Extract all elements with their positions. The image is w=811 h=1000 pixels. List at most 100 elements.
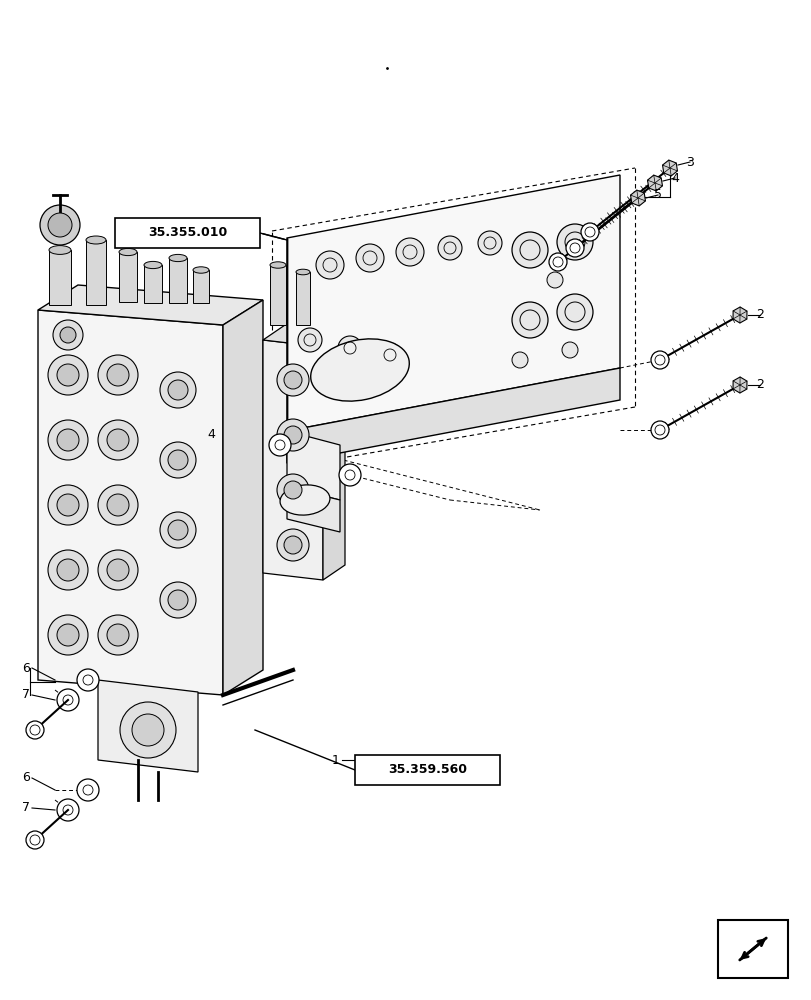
Text: 4: 4 — [207, 428, 215, 442]
Circle shape — [57, 689, 79, 711]
Polygon shape — [286, 431, 340, 500]
Polygon shape — [263, 340, 323, 580]
Bar — [115, 218, 260, 248]
Circle shape — [77, 779, 99, 801]
Circle shape — [98, 420, 138, 460]
Text: 7: 7 — [22, 688, 30, 702]
Circle shape — [396, 238, 423, 266]
Bar — [717, 920, 787, 978]
Circle shape — [556, 224, 592, 260]
Ellipse shape — [296, 269, 310, 275]
Circle shape — [337, 336, 362, 360]
Circle shape — [48, 355, 88, 395]
Circle shape — [48, 550, 88, 590]
Circle shape — [77, 669, 99, 691]
Circle shape — [581, 223, 599, 241]
Circle shape — [338, 464, 361, 486]
Circle shape — [160, 372, 195, 408]
Polygon shape — [98, 680, 198, 772]
Circle shape — [57, 624, 79, 646]
Ellipse shape — [119, 248, 137, 256]
Polygon shape — [646, 175, 662, 191]
Circle shape — [277, 529, 309, 561]
Circle shape — [57, 799, 79, 821]
Ellipse shape — [144, 261, 162, 269]
Circle shape — [650, 351, 668, 369]
Circle shape — [57, 559, 79, 581]
Text: 3: 3 — [685, 156, 693, 169]
Bar — [270, 265, 285, 325]
Circle shape — [48, 420, 88, 460]
Circle shape — [650, 421, 668, 439]
Polygon shape — [38, 285, 263, 325]
Circle shape — [98, 485, 138, 525]
Circle shape — [48, 213, 72, 237]
Ellipse shape — [193, 267, 208, 273]
Circle shape — [512, 352, 527, 368]
Circle shape — [284, 536, 302, 554]
Polygon shape — [223, 300, 263, 695]
Circle shape — [120, 702, 176, 758]
Text: 6: 6 — [22, 771, 30, 784]
Polygon shape — [38, 310, 223, 695]
Circle shape — [107, 624, 129, 646]
Ellipse shape — [86, 236, 106, 244]
Circle shape — [57, 429, 79, 451]
Circle shape — [561, 342, 577, 358]
Circle shape — [160, 512, 195, 548]
Circle shape — [107, 494, 129, 516]
Text: 35.355.010: 35.355.010 — [148, 227, 227, 239]
Circle shape — [160, 582, 195, 618]
Ellipse shape — [311, 339, 409, 401]
Polygon shape — [286, 368, 620, 463]
Circle shape — [565, 239, 583, 257]
Bar — [169, 258, 187, 303]
Circle shape — [107, 559, 129, 581]
Ellipse shape — [169, 254, 187, 262]
Text: 1: 1 — [332, 754, 340, 766]
Text: 7: 7 — [22, 801, 30, 814]
Ellipse shape — [49, 246, 71, 254]
Circle shape — [284, 371, 302, 389]
Circle shape — [298, 328, 322, 352]
Circle shape — [98, 615, 138, 655]
Circle shape — [284, 426, 302, 444]
Circle shape — [48, 485, 88, 525]
Circle shape — [556, 294, 592, 330]
Bar — [86, 240, 106, 305]
Circle shape — [378, 343, 401, 367]
Circle shape — [315, 251, 344, 279]
Circle shape — [98, 355, 138, 395]
Circle shape — [48, 615, 88, 655]
Bar — [49, 250, 71, 305]
Text: 4: 4 — [670, 172, 678, 185]
Circle shape — [284, 481, 302, 499]
Circle shape — [107, 364, 129, 386]
Ellipse shape — [270, 262, 285, 268]
Circle shape — [512, 302, 547, 338]
Bar — [296, 272, 310, 325]
Circle shape — [40, 205, 80, 245]
Polygon shape — [662, 160, 676, 176]
Circle shape — [26, 831, 44, 849]
Circle shape — [268, 434, 290, 456]
Polygon shape — [323, 332, 345, 580]
Bar — [354, 755, 500, 785]
Circle shape — [168, 450, 188, 470]
Text: 5: 5 — [653, 188, 661, 202]
Polygon shape — [732, 377, 746, 393]
Circle shape — [57, 494, 79, 516]
Bar — [193, 270, 208, 303]
Polygon shape — [286, 175, 620, 431]
Circle shape — [277, 419, 309, 451]
Bar — [119, 252, 137, 302]
Circle shape — [512, 232, 547, 268]
Circle shape — [168, 380, 188, 400]
Bar — [144, 265, 162, 303]
Circle shape — [53, 320, 83, 350]
Circle shape — [547, 272, 562, 288]
Text: 6: 6 — [22, 662, 30, 674]
Circle shape — [57, 364, 79, 386]
Circle shape — [160, 442, 195, 478]
Polygon shape — [286, 487, 340, 532]
